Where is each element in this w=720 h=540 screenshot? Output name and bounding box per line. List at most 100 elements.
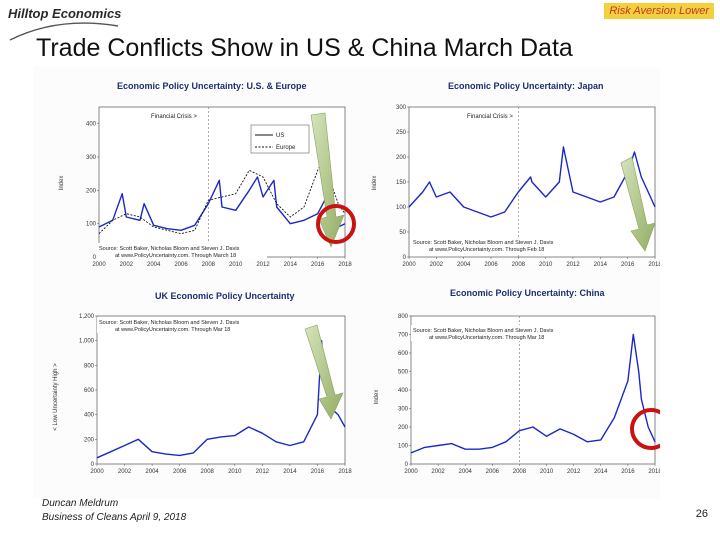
x-tick-label: 2000: [402, 262, 416, 268]
source-line-2: at www.PolicyUncertainty.com. Through Ma…: [429, 335, 544, 341]
source-box: Source: Scott Baker, Nicholas Bloom and …: [411, 325, 581, 341]
y-tick-label: 0: [93, 255, 97, 261]
x-tick-label: 2002: [431, 469, 445, 475]
y-tick-label: 100: [396, 205, 407, 211]
y-axis-label: Index: [59, 176, 65, 191]
y-tick-label: 600: [84, 388, 95, 394]
source-line-1: Source: Scott Baker, Nicholas Bloom and …: [413, 240, 554, 246]
x-tick-label: 2000: [404, 469, 418, 475]
footer: Duncan Meldrum Business of Cleans April …: [42, 497, 186, 525]
source-box: Source: Scott Baker, Nicholas Bloom and …: [97, 317, 267, 333]
x-tick-label: 2002: [118, 469, 132, 475]
x-tick-label: 2010: [539, 262, 553, 268]
chart-title: Economic Policy Uncertainty: China: [450, 288, 606, 298]
y-tick-label: 400: [86, 122, 97, 128]
source-box: Source: Scott Baker, Nicholas Bloom and …: [411, 237, 581, 253]
y-tick-label: 0: [405, 462, 409, 468]
source-line-2: at www.PolicyUncertainty.com. Through Fe…: [429, 247, 544, 253]
x-tick-label: 2016: [311, 262, 325, 268]
slide-title: Trade Conflicts Show in US & China March…: [36, 34, 573, 63]
x-tick-label: 2016: [621, 469, 635, 475]
x-tick-label: 2018: [648, 469, 660, 475]
x-tick-label: 2012: [256, 469, 270, 475]
x-tick-label: 2008: [513, 469, 527, 475]
y-tick-label: 50: [399, 230, 406, 236]
chart-title: Economic Policy Uncertainty: U.S. & Euro…: [117, 81, 307, 91]
x-tick-label: 2008: [512, 262, 526, 268]
y-tick-label: 300: [398, 407, 409, 413]
y-axis-label: Index: [372, 176, 378, 191]
x-tick-label: 2010: [540, 469, 554, 475]
legend-label-europe: Europe: [276, 145, 296, 151]
chart-us-europe: Economic Policy Uncertainty: U.S. & Euro…: [59, 81, 354, 268]
x-tick-label: 2010: [229, 262, 243, 268]
risk-badge: Risk Aversion Lower: [604, 3, 714, 19]
x-tick-label: 2006: [486, 469, 500, 475]
y-tick-label: 800: [84, 363, 95, 369]
chart-japan: Economic Policy Uncertainty: Japan Index…: [372, 81, 660, 268]
y-tick-label: 600: [398, 351, 409, 357]
chart-china: Economic Policy Uncertainty: China Index…: [374, 288, 660, 475]
y-tick-label: 200: [396, 155, 407, 161]
y-axis-label: Index: [374, 390, 380, 405]
y-tick-label: 150: [396, 180, 407, 186]
chart-grid: Economic Policy Uncertainty: U.S. & Euro…: [33, 67, 660, 499]
x-tick-label: 2006: [484, 262, 498, 268]
x-tick-label: 2002: [120, 262, 134, 268]
x-tick-label: 2004: [145, 469, 159, 475]
chart-annotation: Financial Crisis >: [467, 114, 513, 120]
y-tick-label: 0: [403, 255, 407, 261]
footer-author: Duncan Meldrum: [42, 497, 186, 511]
x-tick-label: 2018: [338, 469, 352, 475]
y-tick-label: 200: [84, 437, 95, 443]
y-tick-label: 100: [398, 444, 409, 450]
x-tick-label: 2006: [173, 469, 187, 475]
y-tick-label: 300: [86, 155, 97, 161]
y-axis-label: < Low Uncertainty High >: [53, 363, 59, 431]
y-tick-label: 800: [398, 314, 409, 320]
x-tick-label: 2002: [430, 262, 444, 268]
x-tick-label: 2014: [594, 469, 608, 475]
x-tick-label: 2016: [311, 469, 325, 475]
x-tick-label: 2000: [92, 262, 106, 268]
chart-uk: UK Economic Policy Uncertainty < Low Unc…: [53, 291, 352, 475]
chart-legend: US Europe: [251, 125, 309, 153]
x-tick-label: 2012: [256, 262, 270, 268]
footer-event: Business of Cleans April 9, 2018: [42, 511, 186, 525]
y-tick-label: 100: [86, 222, 97, 228]
x-tick-label: 2016: [621, 262, 635, 268]
x-tick-label: 2018: [338, 262, 352, 268]
y-tick-label: 500: [398, 370, 409, 376]
source-line-1: Source: Scott Baker, Nicholas Bloom and …: [413, 328, 554, 334]
y-tick-label: 300: [396, 105, 407, 111]
x-tick-label: 2004: [459, 469, 473, 475]
y-tick-label: 200: [86, 188, 97, 194]
x-tick-label: 2000: [90, 469, 104, 475]
legend-label-us: US: [276, 133, 284, 139]
x-tick-label: 2004: [147, 262, 161, 268]
chart-annotation: Financial Crisis >: [151, 114, 197, 120]
x-tick-label: 2010: [228, 469, 242, 475]
x-tick-label: 2014: [594, 262, 608, 268]
x-tick-label: 2008: [201, 469, 215, 475]
page-number: 26: [696, 508, 708, 520]
source-line-1: Source: Scott Baker, Nicholas Bloom and …: [99, 246, 240, 252]
y-tick-label: 400: [84, 413, 95, 419]
x-tick-label: 2006: [174, 262, 188, 268]
y-tick-label: 700: [398, 333, 409, 339]
source-line-2: at www.PolicyUncertainty.com. Through Ma…: [115, 327, 230, 333]
source-line-1: Source: Scott Baker, Nicholas Bloom and …: [99, 320, 240, 326]
source-box: Source: Scott Baker, Nicholas Bloom and …: [97, 243, 267, 259]
y-tick-label: 1,000: [79, 339, 95, 345]
x-tick-label: 2014: [284, 262, 298, 268]
x-tick-label: 2008: [202, 262, 216, 268]
y-tick-label: 1,200: [79, 314, 95, 320]
chart-title: Economic Policy Uncertainty: Japan: [448, 81, 604, 91]
x-tick-label: 2004: [457, 262, 471, 268]
x-tick-label: 2012: [566, 262, 580, 268]
y-tick-label: 400: [398, 388, 409, 394]
chart-title: UK Economic Policy Uncertainty: [155, 291, 295, 301]
y-tick-label: 0: [91, 462, 95, 468]
source-line-2: at www.PolicyUncertainty.com. Through Ma…: [115, 253, 236, 259]
y-tick-label: 250: [396, 130, 407, 136]
